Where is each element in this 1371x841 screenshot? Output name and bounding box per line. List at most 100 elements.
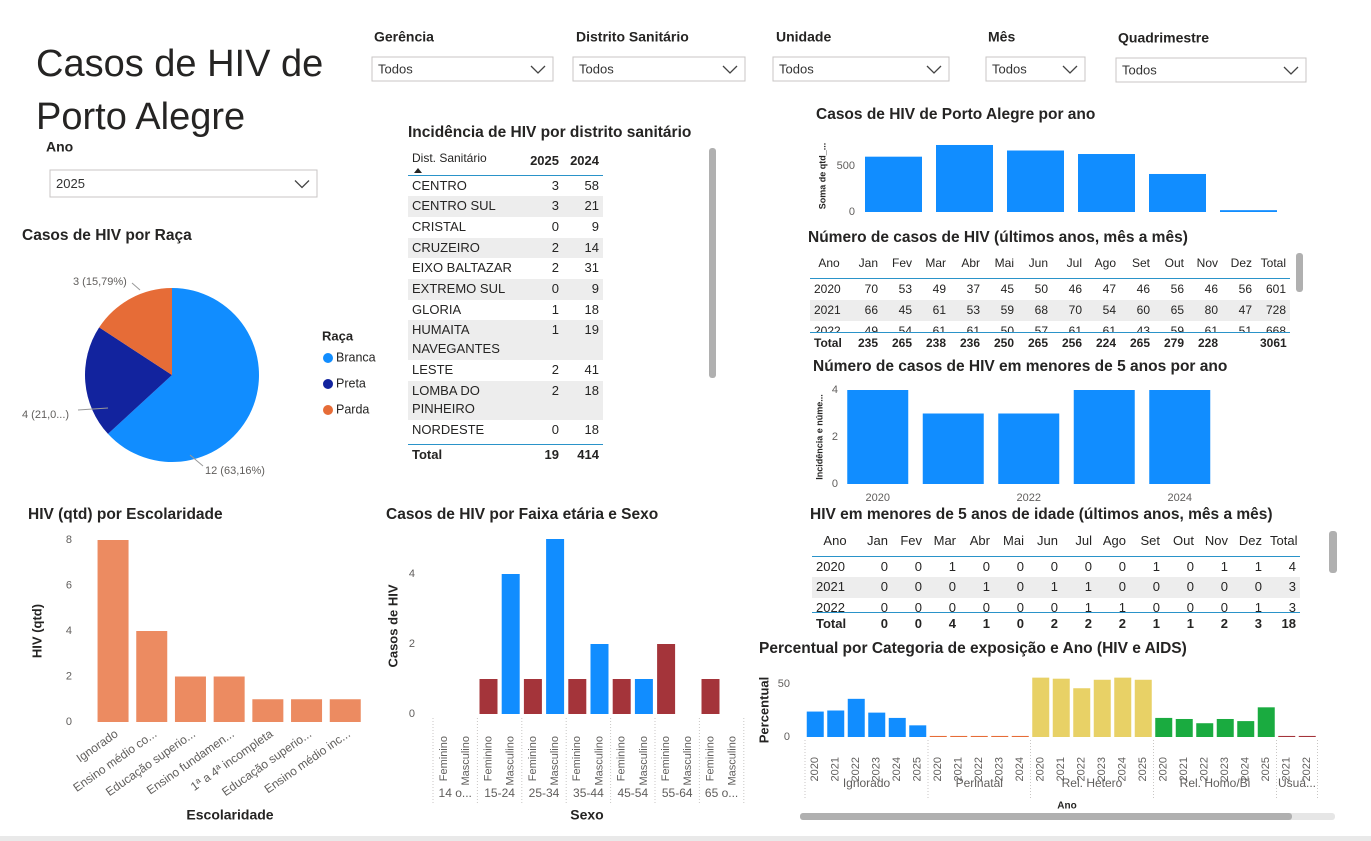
slicer-value: Todos <box>579 61 614 76</box>
bar <box>1149 173 1206 212</box>
bar <box>827 710 845 737</box>
cell: 50 <box>1034 281 1048 296</box>
cell: LESTE <box>412 361 454 377</box>
cell: 0 <box>551 218 559 234</box>
column-header: Dez <box>1232 527 1266 557</box>
x-tick-label: 2024 <box>1168 492 1192 504</box>
group-label: 35-44 <box>573 786 604 800</box>
y-tick-label: 2 <box>66 670 72 682</box>
slicer-box[interactable] <box>772 56 950 82</box>
cell: 18 <box>584 421 599 437</box>
slicer-box[interactable] <box>1115 57 1307 83</box>
scrollbar[interactable] <box>800 813 1292 820</box>
cell: 2021 <box>816 579 845 595</box>
x-tick-label: 2022 <box>1017 492 1041 504</box>
table-row: CENTRO SUL 3 21 <box>408 196 603 217</box>
x-tick-label: 2022 <box>973 757 985 781</box>
bar <box>657 644 676 714</box>
cell: 60 <box>1136 302 1150 317</box>
bar <box>1093 679 1111 737</box>
month-table: Ano Jan Fev Mar Abr Mai Jun Jul Ago Set Out Nov Dez T… <box>812 527 1300 636</box>
x-tick-label: 2023 <box>1219 757 1231 781</box>
cell: 2022 <box>816 599 845 612</box>
table: 2020 70 53 49 37 45 50 46 47 46 56 46 56 601 2021 66 45 6… <box>810 279 1290 332</box>
cell: 0 <box>1016 579 1024 595</box>
total-row: Total 235 265 238 236 250 265 256 224 265 279 228 30… <box>810 331 1290 354</box>
cell: 14 <box>584 239 599 255</box>
bar <box>868 712 886 737</box>
cell: 0 <box>880 579 888 595</box>
cell: 2 <box>551 239 559 255</box>
cell: 1 <box>1220 558 1228 574</box>
cell: 0 <box>948 599 956 612</box>
bar <box>929 735 947 737</box>
scrollbar[interactable] <box>1329 531 1337 573</box>
slicer-label: Quadrimestre <box>1118 30 1209 46</box>
cell: 2020 <box>814 281 841 296</box>
cell: 61 <box>932 302 946 317</box>
scrollbar[interactable] <box>709 148 716 378</box>
district-table: Dist. Sanitário 2025 2024 CENTRO 3 58 CENTRO S… <box>408 148 603 441</box>
x-tick-label: 2020 <box>932 757 944 781</box>
cell: 256 <box>1052 331 1086 354</box>
x-axis-title: Ano <box>1057 801 1076 812</box>
column-header: Ano <box>812 527 858 557</box>
cell: 70 <box>864 281 878 296</box>
bar <box>1298 735 1316 737</box>
cell: 0 <box>1152 579 1160 595</box>
column-header: Jun <box>1028 527 1062 557</box>
table: Ano Jan Fev Mar Abr Mai Jun Jul Ago Set Out Nov Dez T… <box>810 250 1290 279</box>
bar <box>1032 677 1050 737</box>
cell: 238 <box>916 331 950 354</box>
slicer-box[interactable] <box>985 56 1086 82</box>
table-row: EIXO BALTAZAR 2 31 <box>408 258 603 279</box>
scrollbar[interactable] <box>1296 253 1303 292</box>
slicer-box[interactable] <box>49 169 318 198</box>
legend-swatch <box>323 405 333 415</box>
slicer-label: Unidade <box>776 29 831 45</box>
y-tick-label: 0 <box>784 731 790 743</box>
bar <box>612 679 631 714</box>
cell: 50 <box>1000 323 1014 332</box>
table: Ano Jan Fev Mar Abr Mai Jun Jul Ago Set Out Nov Dez T… <box>812 527 1300 557</box>
x-tick-label: 2023 <box>994 757 1006 781</box>
data-label: 4 (21,0...) <box>22 409 69 421</box>
bar <box>1134 679 1152 737</box>
y-tick-label: 500 <box>837 160 855 172</box>
cell: 9 <box>591 281 599 297</box>
slicer-box[interactable] <box>371 56 554 82</box>
cell: 21 <box>584 198 599 214</box>
slicer-box[interactable] <box>572 56 746 82</box>
cell: 2 <box>1096 611 1130 636</box>
slicer-value: Todos <box>992 61 1027 76</box>
cell: 668 <box>1265 323 1286 332</box>
cell: 49 <box>932 281 946 296</box>
cell: 279 <box>1154 331 1188 354</box>
cell: 59 <box>1170 323 1184 332</box>
x-tick-label: 2024 <box>1117 757 1129 781</box>
cell: 3 <box>551 198 559 214</box>
bar <box>1073 390 1135 484</box>
y-tick-label: 6 <box>66 579 72 591</box>
cell: 46 <box>1068 281 1082 296</box>
chart-title: Percentual por Categoria de exposição e … <box>759 640 1187 657</box>
x-tick-label: Masculino <box>727 736 739 786</box>
bar <box>97 540 129 722</box>
cell: 61 <box>1068 323 1082 332</box>
cell: 1 <box>1084 579 1092 595</box>
x-tick-label: Feminino <box>527 736 539 781</box>
cell: 54 <box>1102 302 1116 317</box>
cell: CRUZEIRO <box>412 239 480 255</box>
bar <box>1155 717 1173 737</box>
pie-slice <box>99 288 172 375</box>
table-row: CRUZEIRO 2 14 <box>408 237 603 259</box>
cell: 0 <box>551 421 559 437</box>
bar <box>865 156 922 212</box>
cell: 9 <box>591 218 599 234</box>
table-body: 2020 0 0 1 0 0 0 0 0 1 0 1 1 4 2021 0 0 0 1 0 1 1 0 0 0 0 0 3 2022 0 0… <box>812 557 1300 612</box>
cell: 1 <box>1084 599 1092 612</box>
x-tick-label: Masculino <box>638 736 650 786</box>
cell: 601 <box>1265 281 1286 296</box>
cell: 54 <box>898 323 912 332</box>
